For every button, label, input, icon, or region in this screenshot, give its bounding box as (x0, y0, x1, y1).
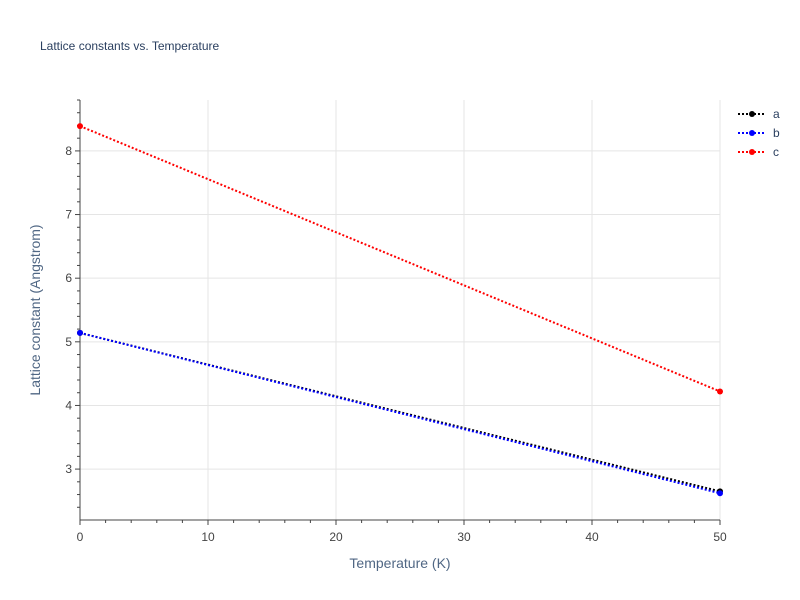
legend[interactable]: abc (738, 107, 780, 159)
legend-marker-b (749, 130, 755, 136)
y-tick-label: 6 (65, 271, 72, 285)
x-tick-label: 50 (713, 530, 727, 544)
legend-label-c: c (773, 145, 779, 159)
legend-item-b[interactable]: b (738, 126, 780, 140)
data-point-b (717, 490, 723, 497)
grid (80, 100, 721, 520)
x-axis-title: Temperature (K) (349, 555, 450, 571)
legend-marker-c (749, 149, 755, 155)
data-point-b (77, 329, 83, 336)
y-tick-label: 3 (65, 462, 72, 476)
legend-label-b: b (773, 126, 780, 140)
legend-label-a: a (773, 107, 780, 121)
legend-item-c[interactable]: c (738, 145, 779, 159)
series-line-b (79, 331, 721, 495)
series-line-c (79, 125, 721, 393)
x-tick-label: 20 (329, 530, 343, 544)
x-tick-label: 0 (77, 530, 84, 544)
x-tick-label: 40 (585, 530, 599, 544)
x-tick-label: 30 (457, 530, 471, 544)
data-point-c (77, 123, 83, 130)
y-tick-label: 7 (65, 208, 72, 222)
y-tick-label: 8 (65, 144, 72, 158)
series-layer (77, 123, 723, 497)
legend-item-a[interactable]: a (738, 107, 780, 121)
x-tick-label: 10 (201, 530, 215, 544)
legend-marker-a (749, 111, 755, 117)
y-tick-label: 5 (65, 335, 72, 349)
y-tick-label: 4 (65, 398, 72, 412)
axes: 0 10 20 30 40 50 3 4 5 6 7 8 (65, 99, 727, 544)
data-point-c (717, 388, 723, 395)
y-axis-title: Lattice constant (Angstrom) (27, 224, 43, 395)
chart-title: Lattice constants vs. Temperature (40, 39, 220, 53)
